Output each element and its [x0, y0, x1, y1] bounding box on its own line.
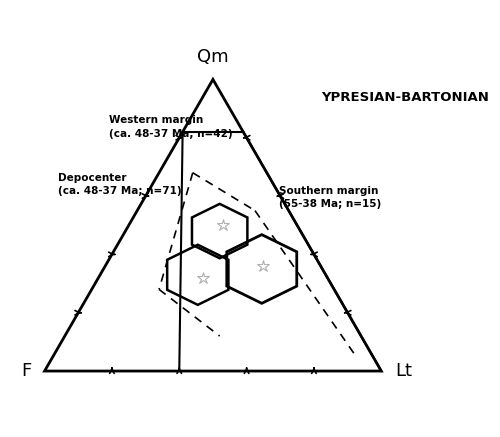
Text: F: F	[21, 362, 31, 380]
Text: Southern margin
(55-38 Ma; n=15): Southern margin (55-38 Ma; n=15)	[278, 186, 381, 209]
Text: YPRESIAN-BARTONIAN: YPRESIAN-BARTONIAN	[320, 91, 488, 104]
Text: Qm: Qm	[197, 48, 228, 66]
Text: Western margin
(ca. 48-37 Ma; n=42): Western margin (ca. 48-37 Ma; n=42)	[108, 115, 232, 139]
Text: Depocenter
(ca. 48-37 Ma; n=71): Depocenter (ca. 48-37 Ma; n=71)	[58, 173, 182, 196]
Text: Lt: Lt	[395, 362, 412, 380]
